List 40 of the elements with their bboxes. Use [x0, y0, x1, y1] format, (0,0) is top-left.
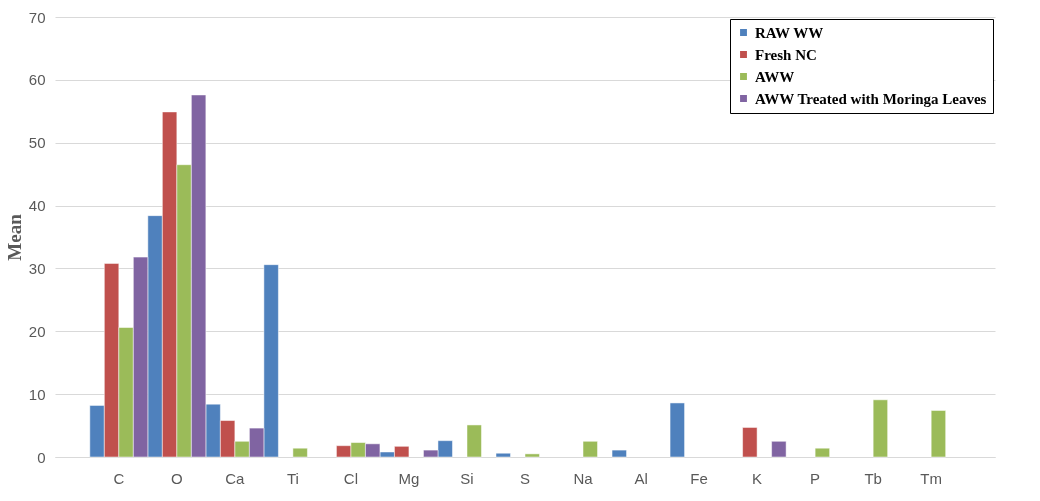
x-tick-label: Fe	[690, 469, 708, 487]
x-tick-label: Ti	[286, 469, 299, 487]
bar	[872, 399, 888, 458]
y-tick-label: 30	[28, 259, 46, 277]
bar	[814, 447, 830, 458]
legend-label: Fresh NC	[755, 46, 817, 63]
bar	[669, 402, 685, 458]
y-tick-label: 0	[37, 448, 46, 466]
x-tick-label: Na	[573, 469, 594, 487]
x-tick-label: Al	[634, 469, 648, 487]
x-tick-label: Si	[460, 469, 474, 487]
y-tick-label: 50	[28, 134, 46, 152]
x-tick-label: Tb	[864, 469, 882, 487]
x-tick-label: Mg	[398, 469, 420, 487]
bar	[742, 427, 758, 458]
y-tick-label: 70	[28, 8, 46, 26]
bar	[524, 453, 540, 458]
x-tick-label: C	[113, 469, 125, 487]
y-tick-label: 40	[28, 197, 46, 215]
x-tick-label: P	[810, 469, 821, 487]
bar	[582, 441, 598, 458]
y-tick-label: 10	[28, 385, 46, 403]
bar	[495, 452, 511, 458]
legend-label: AWW Treated with Moringa Leaves	[755, 90, 987, 107]
y-tick-label: 60	[28, 71, 46, 89]
x-tick-label: O	[171, 469, 183, 487]
legend-label: AWW	[755, 68, 795, 85]
bar	[930, 410, 946, 458]
x-tick-label: Tm	[920, 469, 943, 487]
y-axis-title: Mean	[3, 213, 25, 261]
y-tick-label: 20	[28, 322, 46, 340]
bar	[292, 447, 308, 458]
x-tick-label: Cl	[343, 469, 359, 487]
bar	[466, 424, 482, 458]
bar	[771, 441, 787, 458]
bar	[611, 449, 627, 458]
x-tick-label: K	[752, 469, 763, 487]
x-tick-label: S	[519, 469, 531, 487]
legend-label: RAW WW	[755, 24, 824, 41]
x-tick-label: Ca	[225, 469, 246, 487]
